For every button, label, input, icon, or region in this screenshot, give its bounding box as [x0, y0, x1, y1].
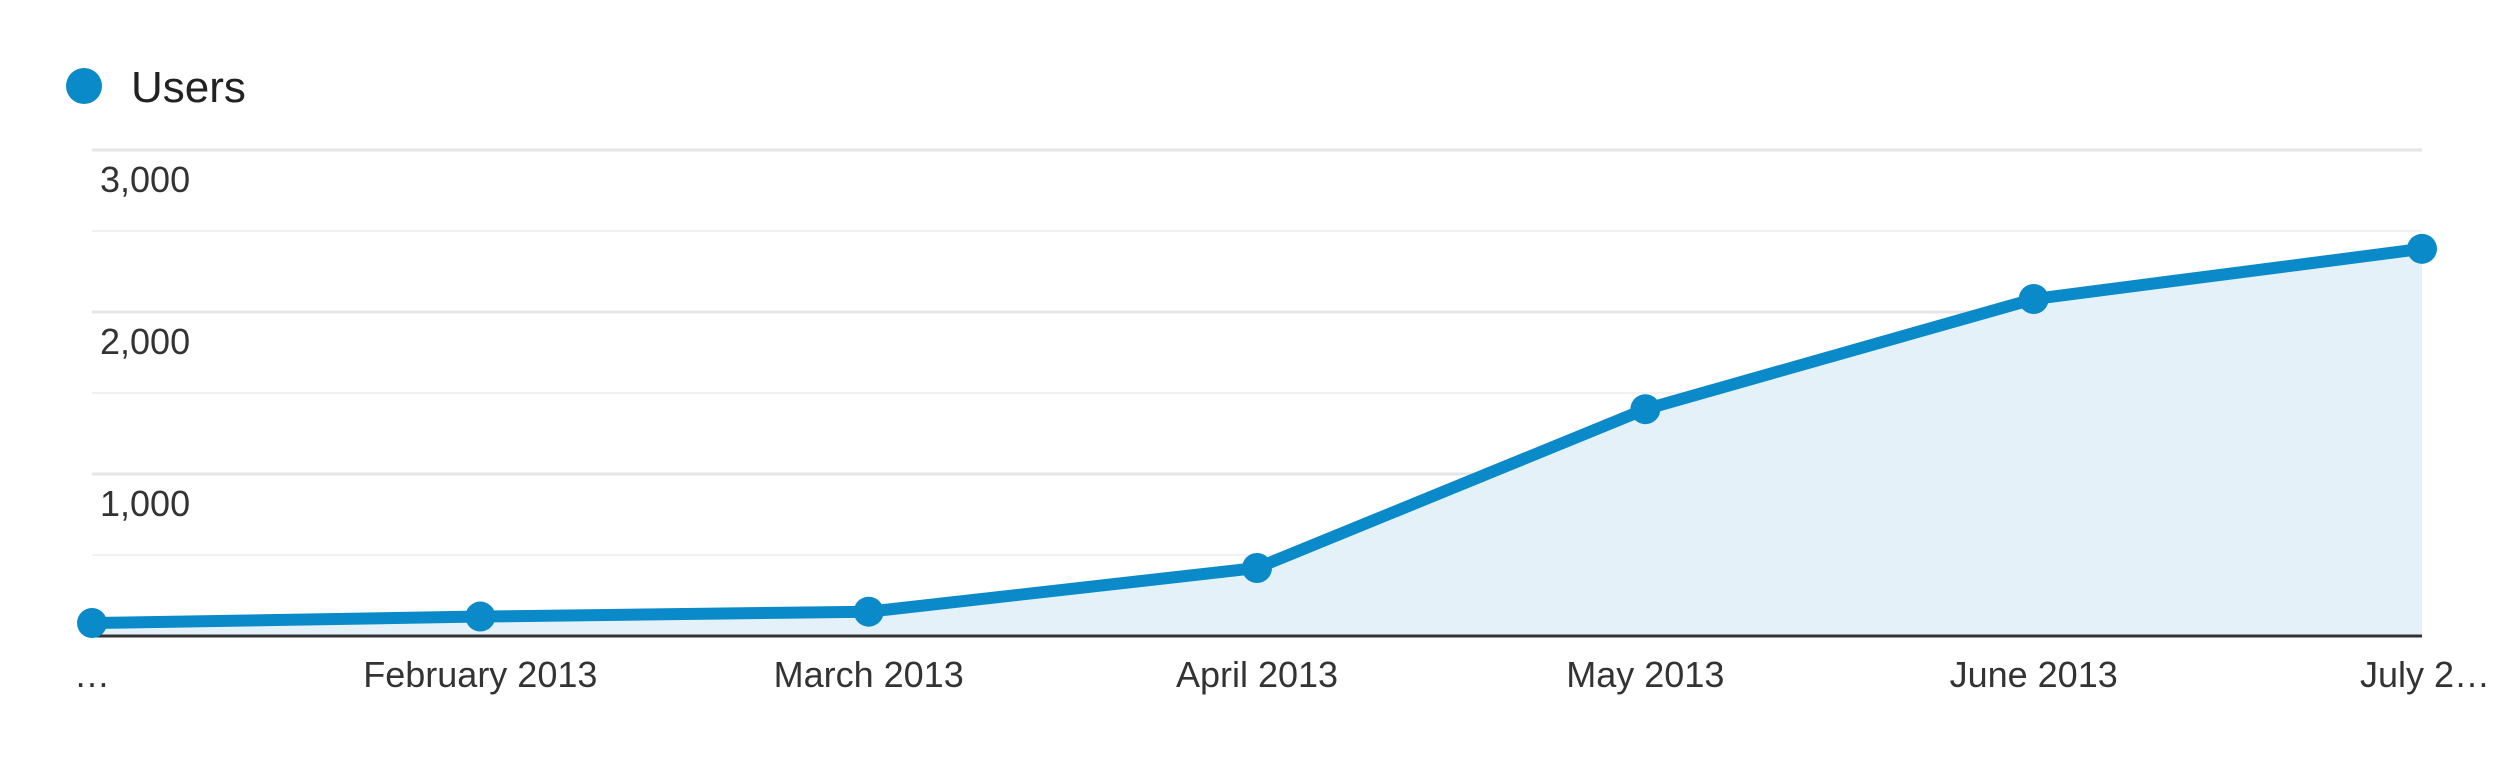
y-tick-label: 2,000 — [100, 321, 190, 362]
series-area-users — [92, 248, 2422, 636]
y-axis-labels: 1,000 2,000 3,000 — [100, 159, 190, 524]
area-layer — [92, 248, 2422, 636]
x-axis-labels: … February 2013 March 2013 April 2013 May 20… — [74, 654, 2490, 695]
x-tick-label: April 2013 — [1176, 654, 1338, 695]
x-tick-label: July 2… — [2360, 654, 2490, 695]
y-tick-label: 3,000 — [100, 159, 190, 200]
data-point[interactable] — [853, 596, 884, 627]
data-point[interactable] — [2018, 284, 2049, 315]
legend-label-users: Users — [131, 63, 246, 112]
x-tick-label: … — [74, 654, 110, 695]
data-point[interactable] — [77, 608, 107, 639]
x-tick-label: May 2013 — [1566, 654, 1724, 695]
x-tick-label: March 2013 — [774, 654, 964, 695]
x-tick-label: June 2013 — [1950, 654, 2118, 695]
data-points — [77, 233, 2437, 639]
x-tick-label: February 2013 — [363, 654, 597, 695]
data-point[interactable] — [2407, 233, 2437, 264]
legend: Users — [66, 63, 246, 112]
data-point[interactable] — [1630, 394, 1661, 425]
legend-swatch-users — [66, 68, 102, 104]
y-tick-label: 1,000 — [100, 483, 190, 524]
data-point[interactable] — [465, 601, 496, 632]
data-point[interactable] — [1242, 552, 1272, 583]
